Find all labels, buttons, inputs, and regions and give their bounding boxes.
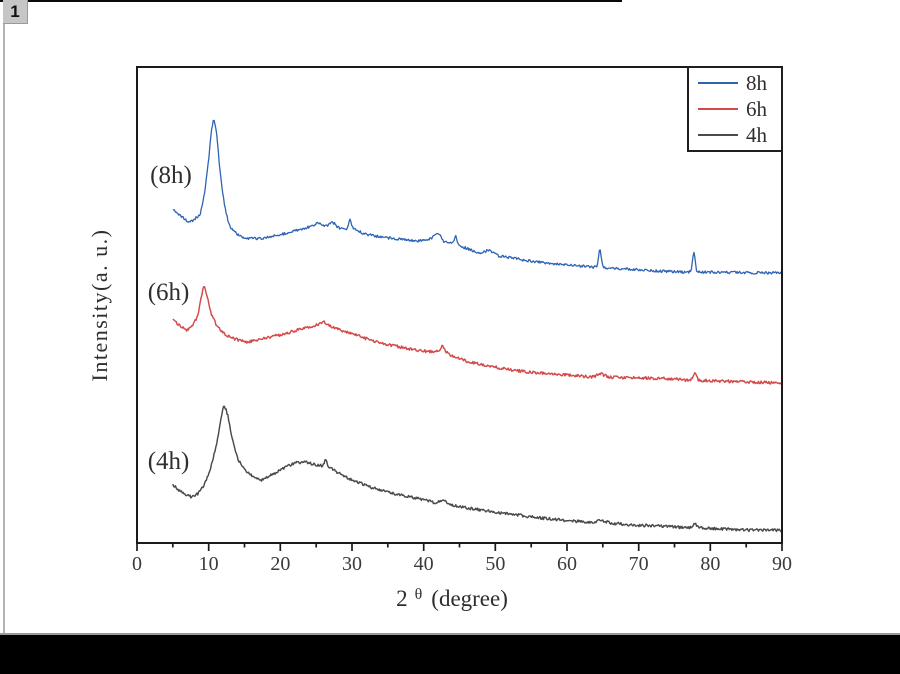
x-axis-label-suffix: (degree) [431, 586, 508, 611]
x-tick-label-40: 40 [413, 553, 434, 575]
curve-annotation-8h: (8h) [150, 162, 192, 189]
x-tick-label-0: 0 [132, 553, 142, 575]
legend-label-6h: 6h [746, 96, 767, 121]
legend-label-8h: 8h [746, 70, 767, 95]
scan-artifact-top-bar [0, 0, 622, 2]
x-tick-label-80: 80 [700, 553, 721, 575]
scan-artifact-bottom-bar [0, 633, 900, 674]
x-tick-label-30: 30 [342, 553, 362, 575]
page-number-badge: 1 [3, 0, 28, 24]
x-tick-label-70: 70 [628, 553, 649, 575]
legend: 8h 6h 4h [687, 66, 783, 152]
curve-annotation-4h: (4h) [147, 448, 190, 476]
theta-symbol: θ [414, 586, 423, 603]
x-tick-label-10: 10 [198, 553, 219, 575]
legend-item-8h: 8h [689, 70, 781, 95]
x-tick-label-50: 50 [485, 553, 506, 575]
legend-line-swatch-8h [698, 82, 738, 84]
x-tick-label-20: 20 [270, 553, 291, 575]
x-tick-label-90: 90 [772, 553, 792, 575]
legend-label-4h: 4h [746, 122, 767, 147]
legend-item-6h: 6h [689, 96, 781, 121]
legend-line-swatch-4h [698, 134, 738, 136]
legend-line-swatch-6h [698, 108, 738, 110]
curve-annotation-6h: (6h) [147, 279, 190, 307]
x-tick-label-60: 60 [557, 553, 577, 575]
scan-artifact-left-line [3, 0, 5, 633]
legend-item-4h: 4h [689, 122, 781, 147]
x-axis-label: 2 θ (degree) [396, 586, 508, 612]
x-axis-label-prefix: 2 [396, 586, 408, 611]
y-axis-label: Intensity(a. u.) [87, 228, 112, 382]
